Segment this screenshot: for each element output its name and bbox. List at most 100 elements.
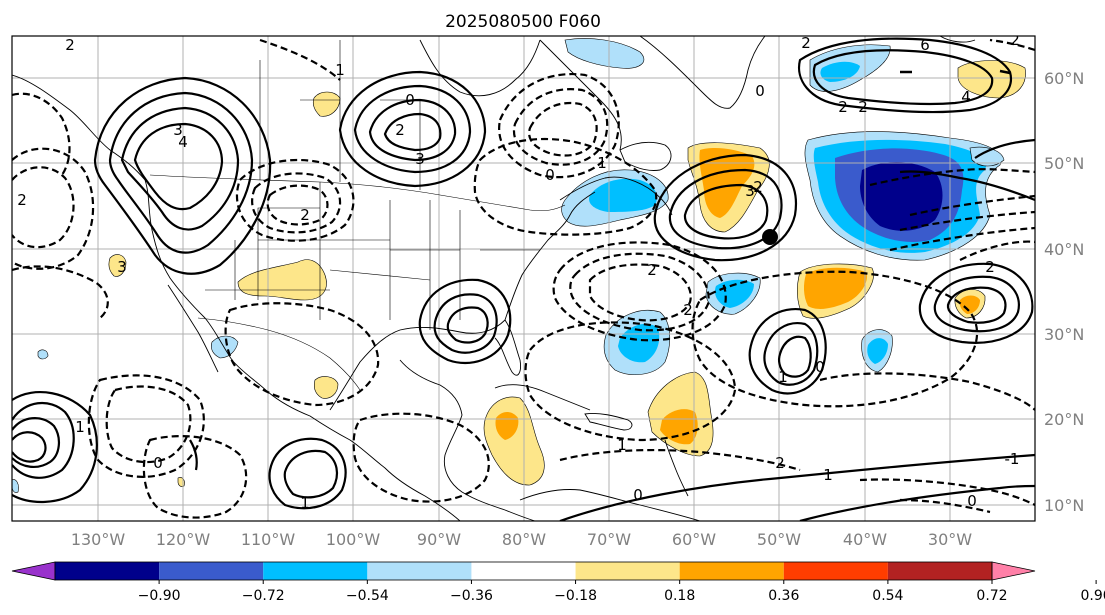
coastline-antilles [664, 439, 689, 497]
colorbar-segment [367, 562, 472, 580]
lon-label: 70°W [587, 530, 631, 549]
contour-negative [889, 226, 1035, 252]
contour-label: -1 [1005, 450, 1020, 468]
shade-pos-faint [483, 396, 545, 486]
contour-label: 2 [300, 206, 310, 224]
coastline-maritimes [559, 141, 673, 216]
colorbar-tick-label: 0.36 [768, 588, 799, 604]
contour-label: 3 [173, 121, 183, 139]
contour-label: 2 [683, 301, 693, 319]
colorbar-frame [54, 561, 993, 581]
colorbar-tick-label: −0.72 [242, 588, 285, 604]
contour-label: 4 [178, 133, 188, 151]
contour-positive [133, 122, 224, 211]
shade-pos-faint [312, 91, 341, 117]
contour-label: 2 [985, 258, 995, 276]
contour-label: 0 [815, 358, 825, 376]
colorbar-tick-label: 0.54 [872, 588, 903, 604]
contour-label: 2 [647, 261, 657, 279]
contour-negative [819, 372, 1035, 411]
colorbar-segment [887, 562, 992, 580]
contour-positive [12, 391, 98, 504]
shade-neg-faint [564, 38, 645, 69]
lon-label: 60°W [672, 530, 716, 549]
contour-negative [989, 38, 1035, 52]
lon-label: 130°W [71, 530, 126, 549]
colorbar-tick-label: −0.54 [346, 588, 389, 604]
border-us-canada [149, 174, 566, 212]
coastline-iceland [939, 36, 976, 43]
lon-label: 30°W [928, 530, 972, 549]
contour-positive [283, 449, 339, 499]
contour-label: 1 [597, 154, 607, 172]
contour-positive [418, 278, 512, 365]
shade-pos-faint [237, 259, 327, 301]
contour-label: 2 [838, 98, 848, 116]
shade-pos-faint [108, 254, 127, 277]
contour-positive [353, 84, 472, 174]
colorbar-extend-low [11, 561, 56, 581]
contour-label: 0 [967, 492, 977, 510]
colorbar-segment [471, 562, 576, 580]
border-canada-provinces [259, 40, 421, 190]
contour-label: 2 [1010, 31, 1020, 49]
coastline-north-america-west [12, 74, 461, 521]
coastline-central-america [399, 359, 536, 521]
colorbar-extend-high [991, 561, 1036, 581]
contour-positive [559, 453, 1035, 521]
contour-negative [569, 252, 710, 332]
contour-negative [512, 88, 609, 166]
contour-label: 2 [17, 191, 27, 209]
dash-marker [999, 69, 1011, 75]
contour-label: 2 [801, 34, 811, 52]
contour-positive [812, 49, 994, 106]
colorbar-tick-label: 0.90 [1081, 588, 1105, 604]
contour-negative [473, 137, 658, 236]
contour-label: 3 [745, 182, 755, 200]
lon-label: 50°W [757, 530, 801, 549]
contour-negative [959, 240, 1035, 261]
lat-label: 20°N [1044, 410, 1084, 429]
contour-positive [777, 335, 812, 378]
contour-positive [189, 439, 198, 471]
lon-label: 110°W [241, 530, 296, 549]
contour-label: 0 [405, 91, 415, 109]
contour-positive [918, 262, 1034, 344]
lon-label: 100°W [326, 530, 381, 549]
shade-pos-faint [177, 477, 185, 487]
shade-neg-strong [860, 161, 943, 231]
shade-neg-light [820, 61, 860, 82]
contour-positive [748, 307, 827, 395]
shade-pos-mid [803, 267, 867, 309]
contour-label: 3 [415, 150, 425, 168]
lat-label: 30°N [1044, 325, 1084, 344]
contour-negative [909, 194, 1035, 217]
contour-label: 2 [65, 36, 75, 54]
shade-neg-light [867, 338, 888, 364]
contour-positive [933, 275, 1020, 333]
contour-positive [446, 306, 489, 344]
contour-negative [588, 263, 692, 322]
contour-negative [12, 265, 109, 319]
graticule [12, 36, 1035, 521]
contour-negative [224, 302, 380, 407]
contour-negative [498, 73, 620, 179]
contour-negative [87, 374, 205, 478]
colorbar: −0.90 −0.72 −0.54 −0.36 −0.18 0.18 0.36 0.54 0.7… [11, 561, 1105, 604]
contour-positive [433, 293, 498, 354]
contour-negative [899, 210, 1035, 232]
lon-label: 80°W [502, 530, 546, 549]
contour-label: 2 [775, 454, 785, 472]
shade-pos-mid [699, 148, 755, 218]
contour-negative [266, 184, 329, 226]
lat-label: 10°N [1044, 496, 1084, 515]
colorbar-tick-label: 0.18 [664, 588, 695, 604]
contour-positive [12, 417, 60, 468]
contour-label: 1 [823, 466, 833, 484]
shade-neg-faint [37, 349, 49, 360]
lon-label: 40°W [843, 530, 887, 549]
contour-negative [552, 241, 727, 342]
contour-label: 3 [117, 258, 127, 276]
contour-label: 1 [335, 61, 345, 79]
